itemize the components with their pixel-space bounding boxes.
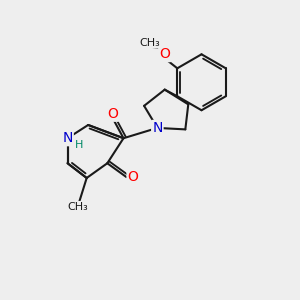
Text: O: O	[159, 47, 170, 61]
Text: N: N	[62, 131, 73, 145]
Text: O: O	[107, 107, 118, 121]
Text: N: N	[152, 121, 163, 135]
Text: O: O	[128, 170, 138, 184]
Text: H: H	[75, 140, 83, 150]
Text: CH₃: CH₃	[68, 202, 88, 212]
Text: CH₃: CH₃	[140, 38, 160, 48]
